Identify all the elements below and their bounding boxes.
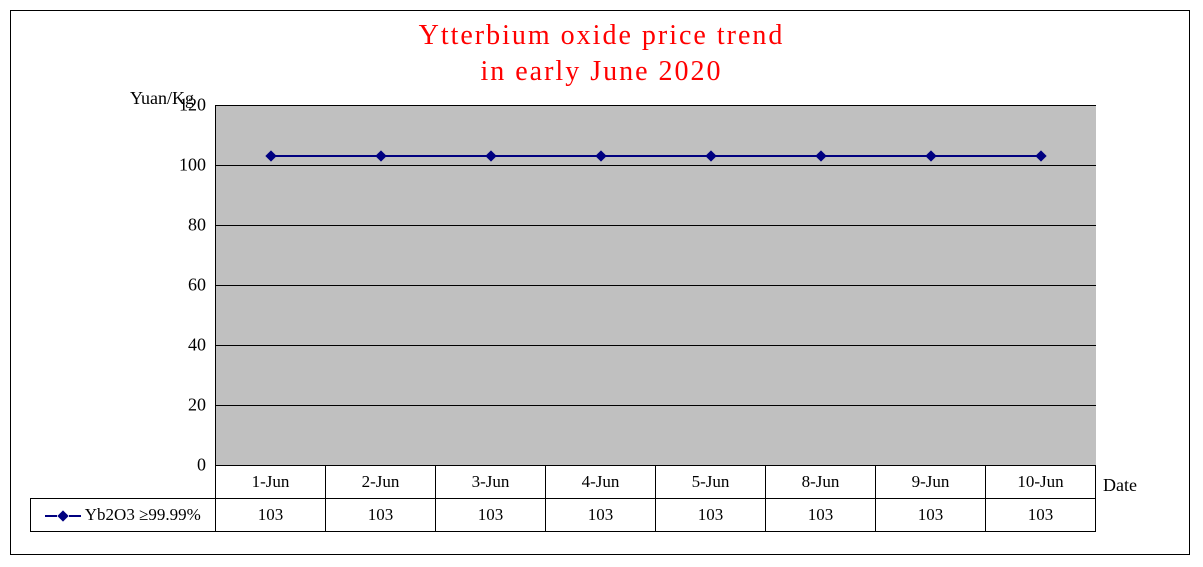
data-marker bbox=[705, 150, 716, 161]
value-cell: 103 bbox=[656, 499, 766, 532]
gridline bbox=[216, 285, 1096, 286]
x-axis-label: Date bbox=[1103, 475, 1137, 496]
gridline bbox=[216, 345, 1096, 346]
y-tick-label: 60 bbox=[188, 275, 206, 296]
category-cell: 10-Jun bbox=[986, 466, 1096, 499]
data-marker bbox=[265, 150, 276, 161]
series-line bbox=[271, 155, 381, 157]
gridline bbox=[216, 225, 1096, 226]
plot-area: 020406080100120 bbox=[215, 105, 1096, 466]
gridline bbox=[216, 165, 1096, 166]
category-cell: 2-Jun bbox=[326, 466, 436, 499]
y-tick-label: 40 bbox=[188, 335, 206, 356]
series-line bbox=[821, 155, 931, 157]
table-corner bbox=[31, 466, 216, 499]
category-cell: 3-Jun bbox=[436, 466, 546, 499]
value-cell: 103 bbox=[986, 499, 1096, 532]
title-line-2: in early June 2020 bbox=[480, 56, 722, 87]
data-table: 1-Jun2-Jun3-Jun4-Jun5-Jun8-Jun9-Jun10-Ju… bbox=[30, 465, 1096, 532]
data-marker bbox=[595, 150, 606, 161]
series-line bbox=[711, 155, 821, 157]
series-line bbox=[601, 155, 711, 157]
y-tick-label: 100 bbox=[179, 155, 206, 176]
category-cell: 1-Jun bbox=[216, 466, 326, 499]
value-cell: 103 bbox=[326, 499, 436, 532]
data-marker bbox=[815, 150, 826, 161]
value-cell: 103 bbox=[436, 499, 546, 532]
y-tick-label: 80 bbox=[188, 215, 206, 236]
value-cell: 103 bbox=[546, 499, 656, 532]
gridline bbox=[216, 405, 1096, 406]
legend-cell: Yb2O3 ≥99.99% bbox=[31, 499, 216, 532]
series-line bbox=[931, 155, 1041, 157]
y-tick-label: 120 bbox=[179, 95, 206, 116]
data-marker bbox=[375, 150, 386, 161]
category-cell: 9-Jun bbox=[876, 466, 986, 499]
chart-title: Ytterbium oxide price trend in early Jun… bbox=[0, 18, 1203, 91]
category-cell: 5-Jun bbox=[656, 466, 766, 499]
value-cell: 103 bbox=[766, 499, 876, 532]
data-marker bbox=[925, 150, 936, 161]
gridline bbox=[216, 105, 1096, 106]
y-tick-label: 20 bbox=[188, 395, 206, 416]
title-line-1: Ytterbium oxide price trend bbox=[419, 20, 785, 51]
value-cell: 103 bbox=[876, 499, 986, 532]
series-name: Yb2O3 ≥99.99% bbox=[85, 505, 201, 524]
category-cell: 8-Jun bbox=[766, 466, 876, 499]
category-cell: 4-Jun bbox=[546, 466, 656, 499]
value-cell: 103 bbox=[216, 499, 326, 532]
data-marker bbox=[485, 150, 496, 161]
series-line bbox=[381, 155, 491, 157]
data-marker bbox=[1035, 150, 1046, 161]
series-line bbox=[491, 155, 601, 157]
